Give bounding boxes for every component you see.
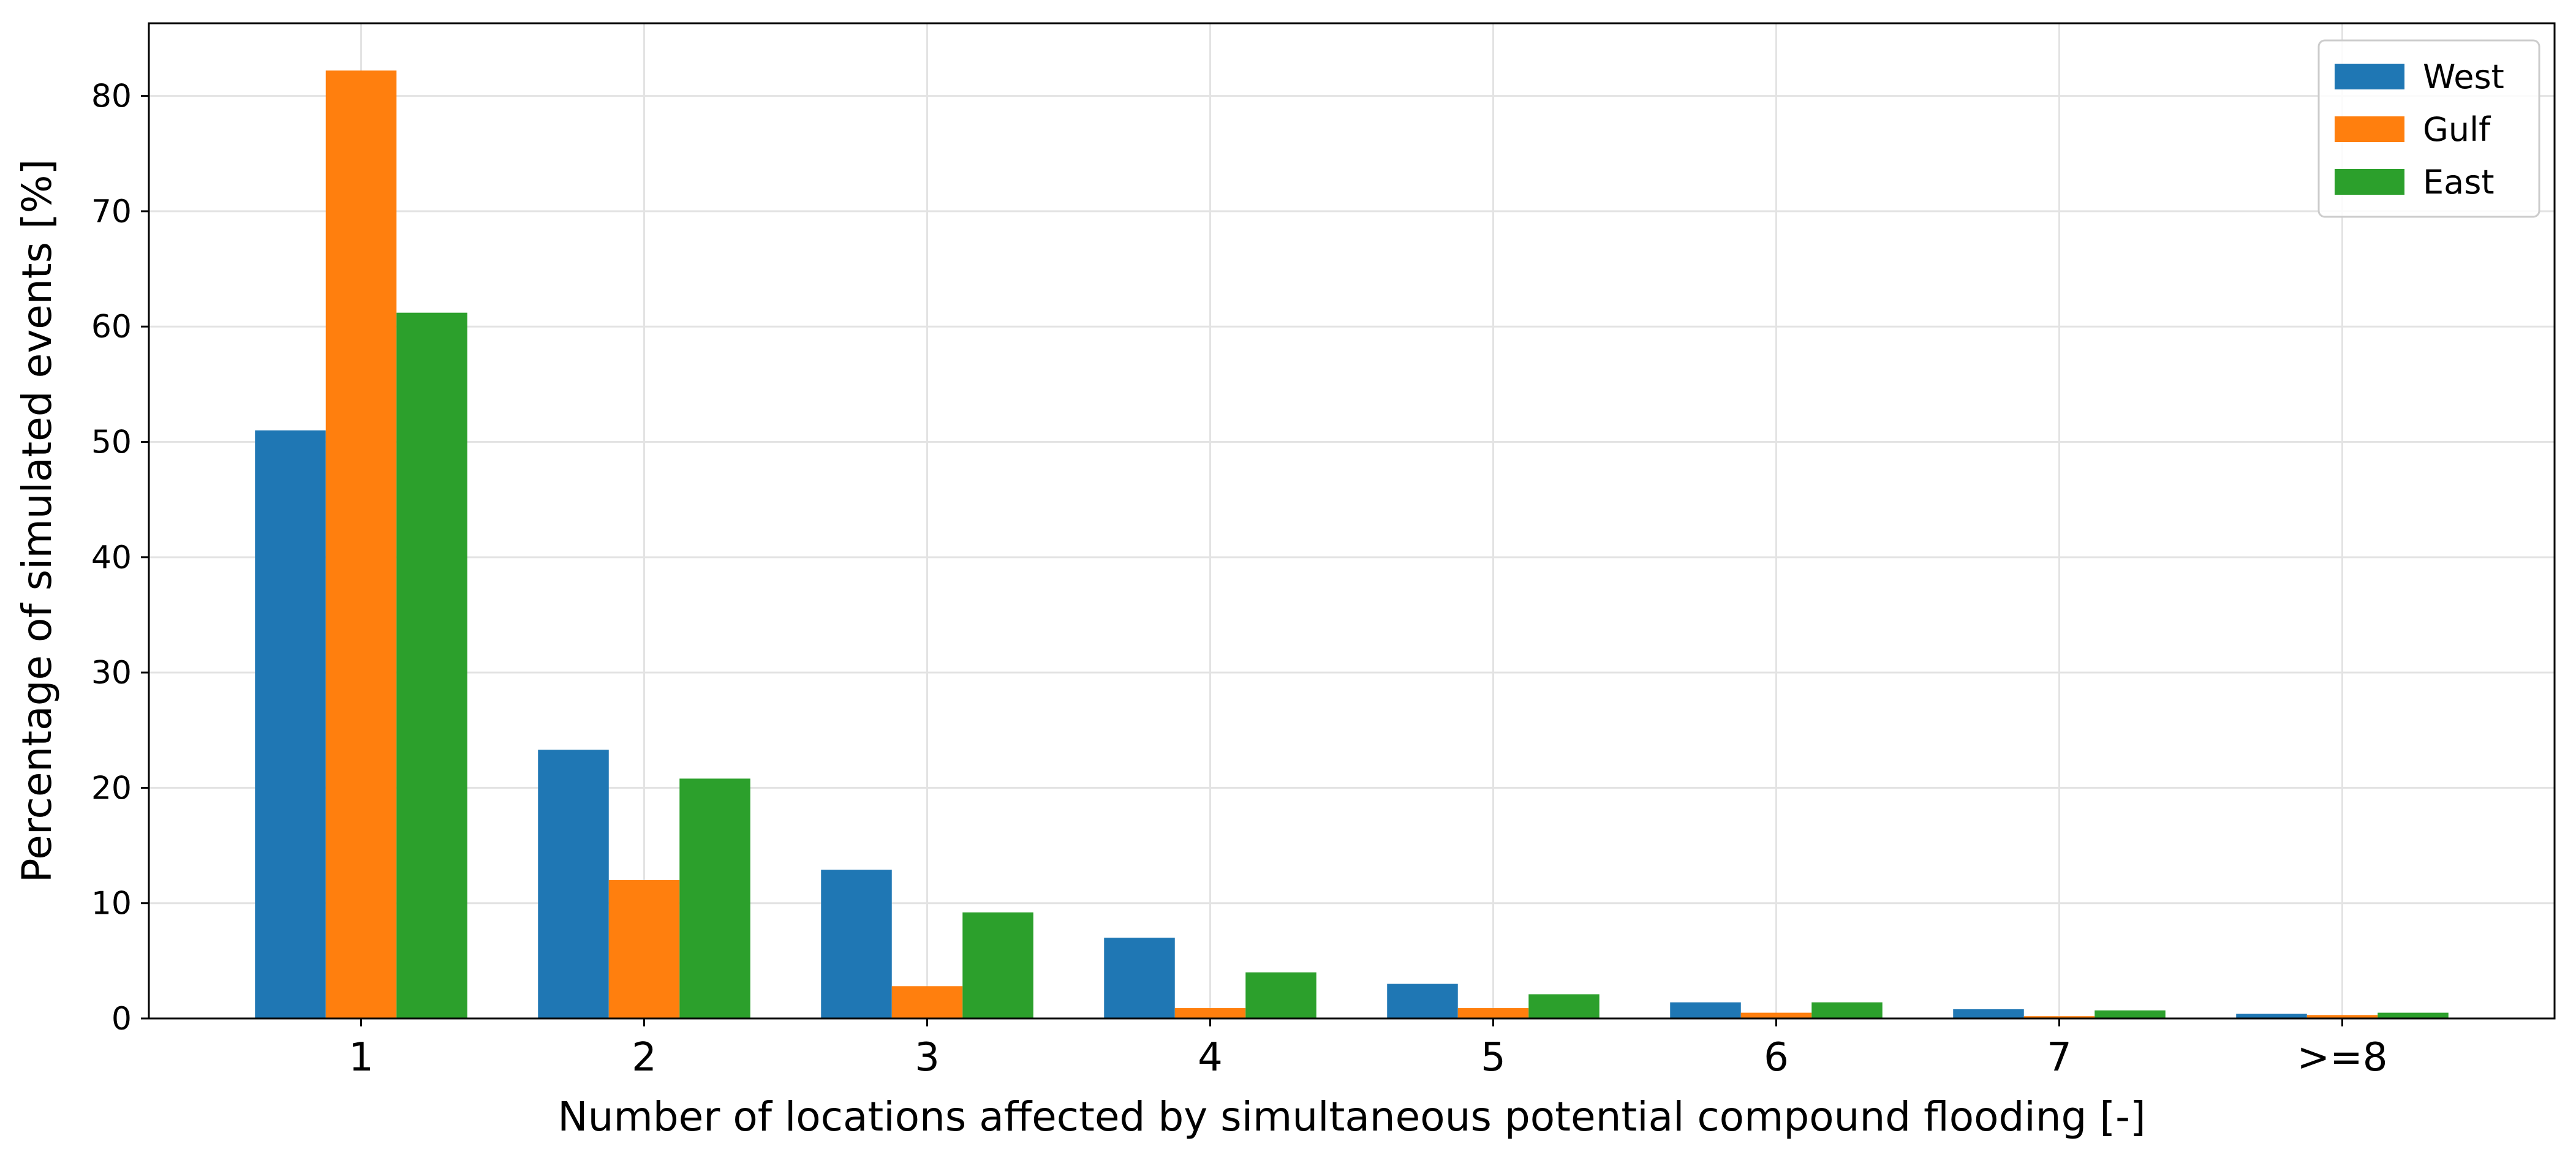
bar-east-2 (679, 778, 750, 1018)
legend-swatch-east (2335, 169, 2404, 195)
bar-east-7 (2094, 1010, 2166, 1018)
bar-gulf-8 (2306, 1015, 2378, 1018)
x-tick-label: 3 (915, 1035, 940, 1080)
legend-label-east: East (2423, 163, 2495, 201)
bar-gulf-6 (1740, 1012, 1812, 1018)
y-axis-label: Percentage of simulated events [%] (13, 159, 61, 883)
bar-gulf-1 (325, 70, 397, 1018)
legend-label-gulf: Gulf (2423, 110, 2491, 149)
y-tick-label: 60 (91, 309, 132, 345)
bar-west-1 (255, 430, 326, 1018)
bar-gulf-7 (2023, 1016, 2095, 1018)
bars (255, 70, 2449, 1019)
bar-west-3 (821, 870, 892, 1018)
x-tick-label: 7 (2047, 1035, 2072, 1080)
y-tick-label: 70 (91, 194, 132, 230)
bar-gulf-2 (608, 880, 680, 1018)
x-tick-label: 5 (1481, 1035, 1506, 1080)
bar-west-7 (1953, 1009, 2024, 1018)
bar-west-5 (1387, 984, 1458, 1018)
x-tick-label: 1 (349, 1035, 374, 1080)
x-axis-label: Number of locations affected by simultan… (557, 1093, 2145, 1140)
y-tick-label: 10 (91, 886, 132, 922)
x-tick-label: >=8 (2297, 1035, 2388, 1080)
bar-east-5 (1528, 994, 1600, 1018)
bar-west-4 (1104, 938, 1175, 1018)
bar-west-8 (2236, 1014, 2307, 1018)
y-tick-label: 0 (111, 1001, 132, 1037)
legend: West Gulf East (2317, 39, 2540, 218)
plot-frame (148, 22, 2556, 1020)
bar-east-1 (396, 312, 467, 1019)
bar-east-3 (962, 912, 1033, 1018)
legend-swatch-west (2335, 64, 2404, 89)
axis-ticks: 0 10 20 30 40 50 60 70 80 1 2 3 4 5 6 7 >=8 (91, 78, 2388, 1080)
bar-gulf-5 (1457, 1008, 1529, 1018)
y-tick-label: 20 (91, 770, 132, 807)
y-tick-label: 50 (91, 424, 132, 461)
x-tick-label: 4 (1198, 1035, 1223, 1080)
bar-gulf-3 (891, 986, 963, 1018)
bar-east-4 (1245, 972, 1316, 1018)
y-tick-label: 80 (91, 78, 132, 115)
y-tick-label: 30 (91, 655, 132, 691)
bar-east-8 (2378, 1012, 2449, 1018)
legend-label-west: West (2423, 58, 2504, 96)
y-tick-label: 40 (91, 540, 132, 576)
legend-swatch-gulf (2335, 116, 2404, 142)
bar-west-6 (1670, 1002, 1741, 1018)
x-tick-label: 6 (1764, 1035, 1789, 1080)
bar-gulf-4 (1174, 1008, 1246, 1018)
x-tick-label: 2 (632, 1035, 657, 1080)
bar-east-6 (1811, 1002, 1883, 1018)
bar-west-2 (538, 750, 609, 1018)
